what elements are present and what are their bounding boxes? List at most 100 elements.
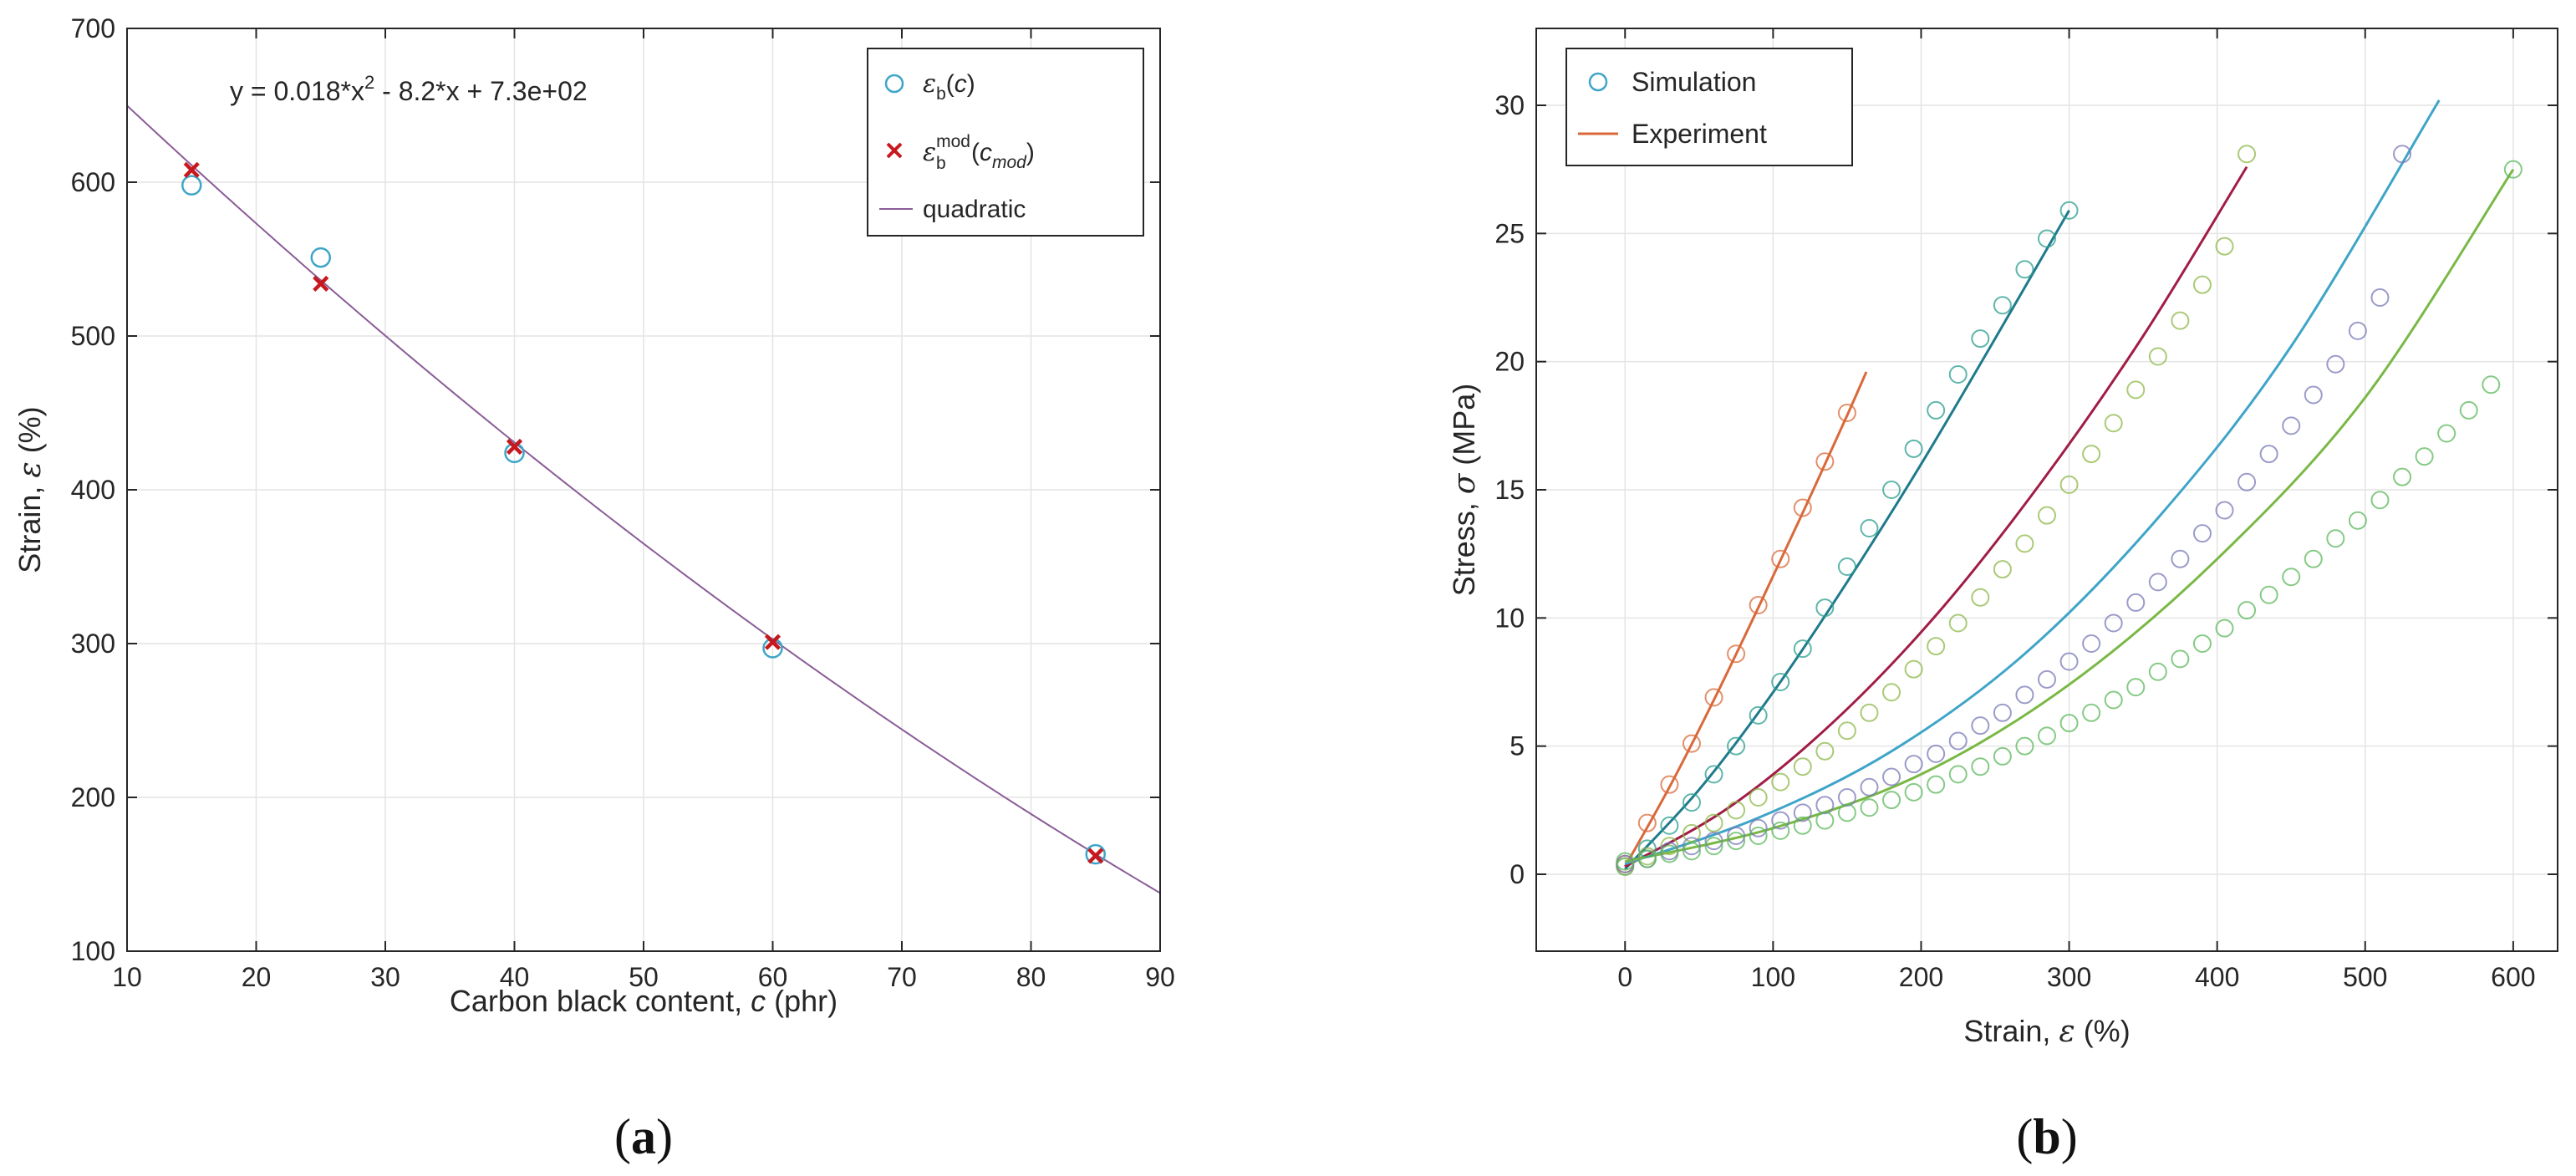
simulation-point-2 (1927, 400, 1946, 420)
simulation-point-4 (2393, 145, 2412, 164)
ticks-b: 0 100 200 300 400 500 600 0 5 10 15 20 25 30 (1494, 28, 2558, 992)
legend-simulation-marker (1588, 72, 1608, 92)
simulation-point-1 (1637, 813, 1657, 832)
simulation-point-4 (1771, 811, 1790, 830)
simulation-point-3 (2104, 414, 2123, 433)
simulation-point-5 (2437, 424, 2456, 443)
y-tick-label: 100 (71, 936, 115, 966)
simulation-point-1 (1660, 775, 1679, 794)
x-tick-label: 300 (2047, 962, 2091, 992)
simulation-point-5 (1927, 775, 1946, 794)
x-tick-label: 20 (242, 962, 272, 992)
simulation-point-3 (1927, 637, 1946, 656)
legend-cross-marker (886, 142, 903, 159)
simulation-point-5 (2326, 529, 2345, 548)
cross-stroke (183, 161, 200, 178)
y-tick-label: 15 (1494, 475, 1525, 505)
simulation-point-1 (1793, 498, 1812, 517)
simulation-point-5 (2282, 568, 2301, 587)
simulation-point-5 (1727, 832, 1746, 851)
simulation-point-4 (2326, 354, 2345, 374)
y-tick-label: 20 (1494, 347, 1525, 377)
simulation-point-2 (1771, 673, 1790, 691)
simulation-point-3 (1660, 837, 1679, 856)
y-tick-label: 5 (1509, 731, 1525, 761)
simulation-point-5 (1837, 803, 1856, 822)
x-tick-label: 10 (112, 962, 142, 992)
simulation-point-3 (1771, 772, 1790, 792)
y-tick-label: 300 (71, 629, 115, 659)
fit-equation: y = 0.018*x2 - 8.2*x + 7.3e+02 (230, 72, 588, 106)
simulation-point-5 (1860, 798, 1879, 817)
x-tick-label: 70 (887, 962, 917, 992)
simulation-point-1 (1704, 688, 1723, 707)
simulation-point-3 (1727, 801, 1746, 820)
x-tick-label: 60 (758, 962, 788, 992)
simulation-point-5 (2482, 375, 2501, 395)
simulation-point-2 (2038, 229, 2056, 248)
simulation-point-3 (1882, 683, 1901, 702)
x-tick-label: 100 (1751, 962, 1795, 992)
simulation-point-5 (2503, 160, 2523, 179)
data-point-eps-b-mod (764, 634, 781, 650)
simulation-point-3 (2126, 380, 2146, 400)
simulation-point-4 (2215, 501, 2234, 520)
cross-stroke (313, 275, 329, 293)
simulation-point-4 (2192, 524, 2212, 543)
y-tick-label: 10 (1494, 603, 1525, 633)
simulation-point-5 (2237, 601, 2257, 620)
quadratic-fit-layer (126, 104, 1161, 894)
simulation-point-5 (1904, 782, 1923, 802)
simulation-point-3 (1704, 813, 1723, 832)
simulation-point-2 (1793, 639, 1812, 659)
simulation-point-2 (1882, 481, 1901, 499)
y-tick-label: 500 (71, 321, 115, 351)
simulation-point-4 (1948, 731, 1968, 751)
simulation-point-5 (1793, 816, 1812, 835)
simulation-point-1 (1815, 452, 1835, 471)
data-point-eps-b (181, 175, 202, 196)
y-axis-label-b: Stress, σ (MPa) (1447, 384, 1482, 597)
simulation-point-5 (1637, 849, 1657, 868)
y-tick-label: 200 (71, 782, 115, 812)
simulation-point-4 (1971, 716, 1990, 736)
experiment-lines-layer (1623, 99, 2515, 870)
simulation-point-2 (1660, 816, 1679, 835)
simulation-point-4 (1793, 803, 1812, 822)
data-point-eps-b-mod (1087, 848, 1104, 864)
simulation-point-3 (1749, 788, 1768, 807)
experiment-line-2 (1624, 209, 2070, 870)
cross-stroke (764, 634, 781, 650)
y-tick-label: 700 (71, 13, 115, 43)
legend-box-a (867, 48, 1144, 237)
simulation-point-3 (1948, 613, 1968, 633)
legend-entry-eps-b-mod: εmod b (cmod) (923, 132, 1035, 173)
simulation-point-3 (2171, 311, 2190, 330)
simulation-point-5 (2415, 447, 2434, 466)
simulation-point-4 (1993, 703, 2012, 722)
x-tick-label: 90 (1145, 962, 1175, 992)
simulation-point-3 (2237, 145, 2257, 164)
y-tick-label: 600 (71, 167, 115, 197)
y-tick-label: 30 (1494, 90, 1525, 120)
y-tick-label: 400 (71, 475, 115, 505)
simulation-point-4 (1837, 788, 1856, 807)
simulation-point-4 (1860, 777, 1879, 797)
simulation-point-4 (2148, 573, 2167, 592)
simulation-point-5 (1749, 827, 1768, 845)
panel-label-a: (a) (614, 1109, 673, 1164)
experiment-line-1 (1623, 371, 1868, 868)
simulation-point-1 (1837, 404, 1856, 422)
legend-box-b (1565, 48, 1853, 166)
experiment-line-5 (1624, 168, 2515, 863)
simulation-point-5 (1682, 842, 1701, 861)
simulation-point-5 (2393, 467, 2412, 486)
simulation-point-5 (2370, 491, 2390, 510)
legend-a: εb(c) εmod b (cmod) quadratic (867, 48, 1144, 237)
simulation-point-4 (2282, 416, 2301, 435)
simulation-point-3 (1815, 741, 1835, 761)
simulation-point-1 (1682, 734, 1701, 753)
x-tick-label: 40 (500, 962, 530, 992)
simulation-point-5 (2082, 703, 2101, 722)
